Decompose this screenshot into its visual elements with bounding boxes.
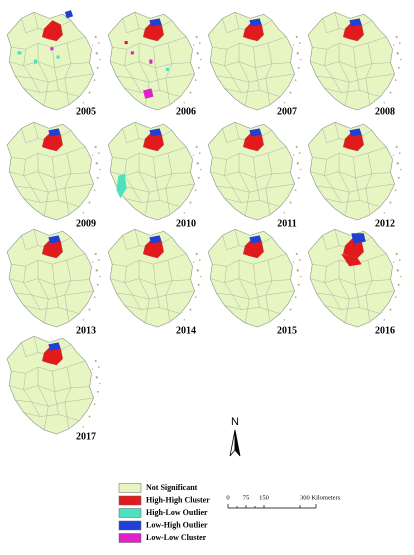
year-label: 2008 <box>375 106 395 117</box>
legend-label: High-High Cluster <box>146 495 210 504</box>
scale-label: 150 <box>259 494 269 501</box>
map-panel <box>107 228 203 328</box>
low-high-outlier <box>48 128 61 137</box>
low-high-outlier <box>149 128 162 137</box>
low-high-outlier <box>249 128 262 137</box>
year-label: 2016 <box>375 325 395 336</box>
year-label: 2013 <box>76 325 96 336</box>
low-high-outlier <box>149 18 162 27</box>
cluster-patch <box>351 233 366 244</box>
low-high-outlier <box>48 235 61 244</box>
map-panel <box>207 228 303 328</box>
north-label: N <box>231 416 239 428</box>
north-arrow-left <box>229 429 236 457</box>
map-panel <box>107 11 203 111</box>
legend-swatch <box>118 533 142 543</box>
map-panel <box>6 121 102 221</box>
map-grid: 2005 2006 2007 2008 2009 2010 2011 2012 2013 2014… <box>6 10 403 442</box>
map-panel <box>107 121 203 221</box>
low-high-outlier <box>48 342 61 351</box>
high-high-cluster <box>41 20 63 42</box>
north-arrow: N <box>229 416 241 457</box>
year-label: 2011 <box>277 218 296 229</box>
legend-label: Low-Low Cluster <box>146 533 207 542</box>
low-high-outlier <box>249 235 262 244</box>
cluster-patch <box>130 51 134 55</box>
legend-swatch <box>118 508 142 518</box>
year-label: 2017 <box>76 431 96 442</box>
cluster-patch <box>50 47 54 51</box>
cluster-patch <box>17 51 22 55</box>
north-arrow-right <box>234 429 241 457</box>
cluster-patch <box>341 253 362 267</box>
cluster-patch <box>143 88 154 99</box>
low-high-outlier <box>349 18 362 27</box>
low-high-outlier <box>249 18 262 27</box>
map-panel <box>6 335 102 435</box>
cluster-patch <box>116 173 127 199</box>
map-panel <box>307 121 403 221</box>
legend-swatch <box>118 520 142 531</box>
legend-label: High-Low Outlier <box>146 508 208 517</box>
year-label: 2014 <box>176 325 196 336</box>
map-panel <box>307 228 403 328</box>
scale-label: 300 Kilometers <box>300 494 341 501</box>
scale-label: 0 <box>226 494 229 501</box>
cluster-patch <box>124 41 128 45</box>
map-panel <box>207 121 303 221</box>
low-high-outlier <box>349 128 362 137</box>
scale-label: 75 <box>243 494 250 501</box>
scale-bar: 0 75 150 300 Kilometers <box>226 494 341 509</box>
low-high-outlier <box>149 235 162 244</box>
map-panel <box>6 10 102 111</box>
map-panel <box>207 11 303 111</box>
year-label: 2012 <box>375 218 395 229</box>
legend-label: Low-High Outlier <box>146 520 208 529</box>
cluster-patch <box>149 59 153 64</box>
map-panel <box>307 11 403 111</box>
cluster-patch <box>33 59 37 64</box>
year-label: 2009 <box>76 218 96 229</box>
year-label: 2015 <box>277 325 297 336</box>
legend: Not Significant High-High Cluster High-Low… <box>118 483 210 543</box>
year-label: 2007 <box>277 106 297 117</box>
legend-swatch <box>118 483 142 493</box>
cluster-patch <box>165 67 169 71</box>
scale-line <box>227 504 317 509</box>
map-panel <box>6 228 102 328</box>
year-label: 2010 <box>176 218 196 229</box>
cluster-patch <box>64 10 74 19</box>
cluster-patch <box>56 55 60 59</box>
year-label: 2005 <box>76 106 96 117</box>
year-label: 2006 <box>176 106 196 117</box>
legend-label: Not Significant <box>146 483 198 492</box>
legend-swatch <box>118 495 142 506</box>
